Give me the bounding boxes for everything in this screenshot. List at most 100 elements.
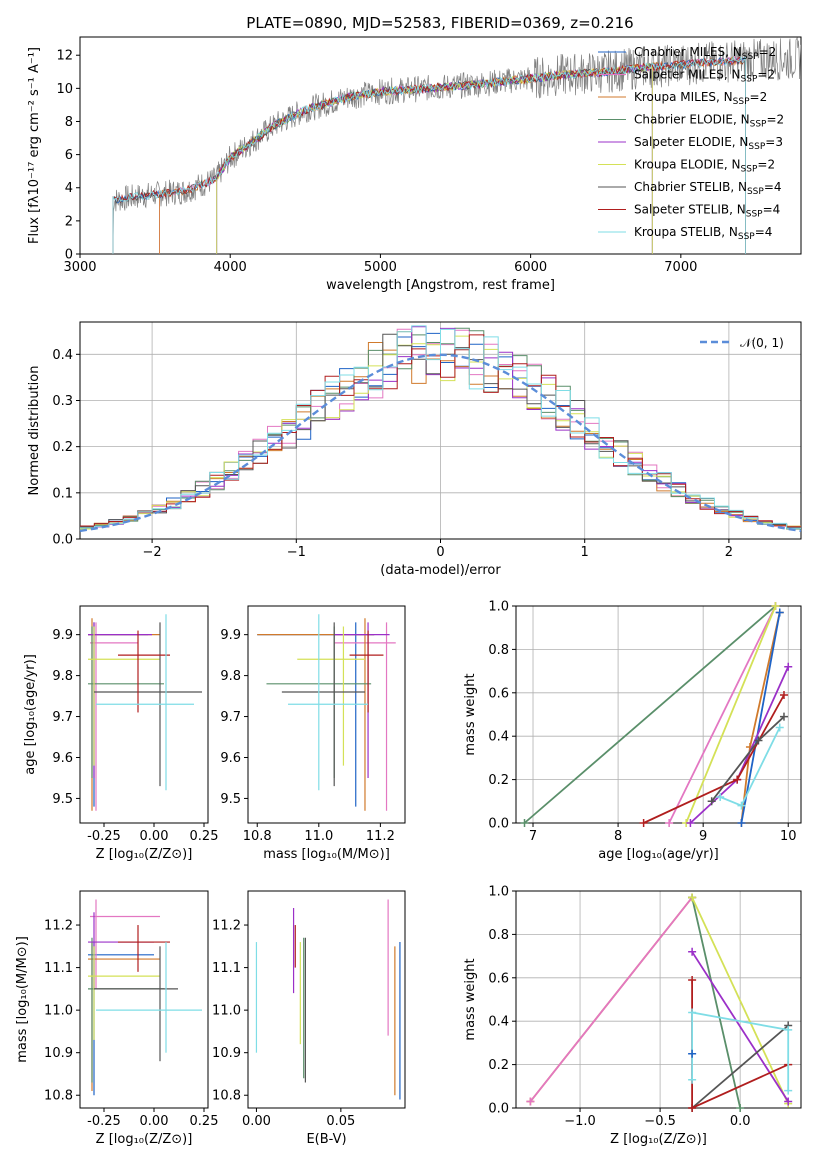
weight-series-line bbox=[691, 1011, 790, 1091]
x-tick-label: 9 bbox=[699, 829, 707, 844]
weight-marker bbox=[779, 690, 788, 699]
age_vs_Z-frame bbox=[79, 605, 209, 824]
weight-marker bbox=[665, 819, 674, 827]
weight-series-line bbox=[719, 727, 781, 807]
x-tick-label: 0.25 bbox=[190, 1114, 219, 1129]
weight-marker bbox=[754, 736, 763, 745]
y-tick-label: 0 bbox=[65, 248, 73, 263]
weight-marker bbox=[736, 1104, 745, 1112]
weight-marker bbox=[737, 801, 746, 810]
weight-marker bbox=[771, 602, 780, 610]
x-tick-label: −0.5 bbox=[644, 1114, 676, 1129]
mass_weight_vs_age-frame bbox=[515, 605, 802, 824]
y-tick-label: 9.9 bbox=[52, 628, 73, 643]
weight-marker bbox=[775, 723, 784, 732]
y-tick-label: 10 bbox=[56, 82, 73, 97]
weight-series-line bbox=[685, 605, 777, 824]
weight-series-line bbox=[691, 1024, 789, 1109]
spectrum-axes: 3000 4000 5000 6000 7000 0 2 4 6 8 10 12 wavelength … bbox=[27, 36, 802, 293]
weight-marker bbox=[688, 1008, 697, 1017]
weight-marker bbox=[688, 1104, 697, 1112]
weight-marker bbox=[737, 819, 746, 827]
x-tick-label: 0.00 bbox=[140, 1114, 169, 1129]
x-axis-label: E(B-V) bbox=[306, 1132, 346, 1147]
weight-series-line bbox=[689, 666, 790, 824]
weight-marker bbox=[688, 947, 697, 956]
spectrum-model-line bbox=[112, 56, 746, 254]
x-tick-label: 11.2 bbox=[366, 829, 395, 844]
y-tick-label: 11.0 bbox=[212, 1004, 241, 1019]
y-tick-label: 2 bbox=[65, 214, 73, 229]
y-axis-label: age [log₁₀(age/yr)] bbox=[23, 654, 38, 775]
weight-series-line bbox=[691, 897, 742, 1109]
mass_vs_Z-frame bbox=[79, 890, 209, 1109]
y-tick-label: 1.0 bbox=[488, 600, 509, 615]
y-tick-label: 9.8 bbox=[220, 669, 241, 684]
y-tick-label: 0.0 bbox=[52, 533, 73, 548]
weight-marker bbox=[688, 1049, 697, 1058]
legend-label: Salpeter STELIB, NSSP=4 bbox=[634, 203, 780, 220]
x-tick-label: 2 bbox=[725, 545, 733, 560]
x-tick-label: 10 bbox=[780, 829, 797, 844]
spectrum-model-line bbox=[216, 63, 653, 254]
age_vs_mass-axes: 10.8 11.0 11.2 9.5 9.6 9.7 9.8 9.9 mass [log₁₀(M… bbox=[220, 605, 406, 862]
y-tick-label: 0.4 bbox=[488, 730, 509, 745]
y-tick-label: 11.1 bbox=[212, 961, 241, 976]
mass_weight_vs_Z-axes: −1.0 −0.5 0.0 0.0 0.2 0.4 0.6 0.8 1.0 Z [log₁₀(Z/… bbox=[463, 885, 802, 1147]
legend-label: Kroupa STELIB, NSSP=4 bbox=[634, 225, 772, 242]
weight-marker bbox=[707, 797, 716, 806]
legend-label: Salpeter ELODIE, NSSP=3 bbox=[634, 135, 783, 152]
x-axis-label: Z [log₁₀(Z/Z⊙)] bbox=[96, 1132, 193, 1147]
weight-series-line bbox=[529, 896, 693, 1103]
y-tick-label: 9.5 bbox=[220, 792, 241, 807]
weight-marker bbox=[775, 608, 784, 617]
y-tick-label: 0.4 bbox=[52, 348, 73, 363]
x-axis-label: Z [log₁₀(Z/Z⊙)] bbox=[610, 1132, 707, 1147]
y-axis-label: mass weight bbox=[463, 673, 478, 755]
x-tick-label: -0.25 bbox=[87, 829, 121, 844]
mass_vs_Z-axes: -0.25 0.00 0.25 10.8 10.9 11.0 11.1 11.2 Z [log₁… bbox=[15, 890, 219, 1147]
x-axis-label: wavelength [Angstrom, rest frame] bbox=[326, 278, 555, 293]
weight-series-line bbox=[668, 605, 777, 824]
x-tick-label: −1 bbox=[287, 545, 306, 560]
x-tick-label: 0.00 bbox=[140, 829, 169, 844]
weight-marker bbox=[784, 1086, 793, 1095]
legend-label: Chabrier MILES, NSSP=2 bbox=[634, 45, 776, 62]
weight-series-line bbox=[691, 897, 790, 1105]
x-tick-label: 1 bbox=[581, 545, 589, 560]
weight-marker bbox=[733, 775, 742, 784]
weight-marker bbox=[716, 792, 725, 801]
legend-label: Chabrier STELIB, NSSP=4 bbox=[634, 180, 782, 197]
mass_vs_ebv-axes: 0.00 0.05 10.8 10.9 11.0 11.1 11.2 E(B-V) bbox=[212, 890, 406, 1147]
y-tick-label: 9.6 bbox=[220, 751, 241, 766]
x-axis-label: age [log₁₀(age/yr)] bbox=[598, 847, 719, 862]
y-tick-label: 0.2 bbox=[488, 1058, 509, 1073]
y-tick-label: 11.2 bbox=[44, 919, 73, 934]
y-tick-label: 10.8 bbox=[44, 1089, 73, 1104]
y-tick-label: 9.7 bbox=[220, 710, 241, 725]
weight-marker bbox=[688, 1075, 697, 1084]
y-tick-label: 0.0 bbox=[488, 817, 509, 832]
mass_weight_vs_age-axes: 7 8 9 10 0.0 0.2 0.4 0.6 0.8 1.0 age [log₁₀(age/yr… bbox=[463, 600, 802, 862]
chart-layer: 3000 4000 5000 6000 7000024681012wavelength … bbox=[15, 36, 802, 1147]
histogram-series bbox=[80, 325, 801, 529]
x-tick-label: 0.00 bbox=[242, 1114, 271, 1129]
weight-series-line bbox=[740, 612, 781, 824]
y-axis-label: Flux [fλ10⁻¹⁷ erg cm⁻² s⁻¹ A⁻¹] bbox=[27, 47, 42, 244]
y-tick-label: 10.8 bbox=[212, 1089, 241, 1104]
mass_vs_ebv-frame bbox=[247, 890, 406, 1109]
x-tick-label: 0.25 bbox=[190, 829, 219, 844]
x-tick-label: 7000 bbox=[664, 260, 697, 275]
y-axis-label: mass weight bbox=[463, 958, 478, 1040]
x-tick-label: 0 bbox=[436, 545, 444, 560]
y-tick-label: 0.3 bbox=[52, 394, 73, 409]
legend-label: Salpeter MILES, NSSP=2 bbox=[634, 68, 775, 85]
legend-label: 𝒩(0, 1) bbox=[740, 336, 784, 350]
x-tick-label: −1.0 bbox=[564, 1114, 596, 1129]
mass_weight_vs_Z-frame bbox=[515, 890, 802, 1109]
legend-label: Kroupa ELODIE, NSSP=2 bbox=[634, 158, 775, 175]
y-tick-label: 0.1 bbox=[52, 486, 73, 501]
weight-marker bbox=[688, 975, 697, 984]
y-tick-label: 0.6 bbox=[488, 686, 509, 701]
legend-label: Chabrier ELODIE, NSSP=2 bbox=[634, 113, 784, 130]
